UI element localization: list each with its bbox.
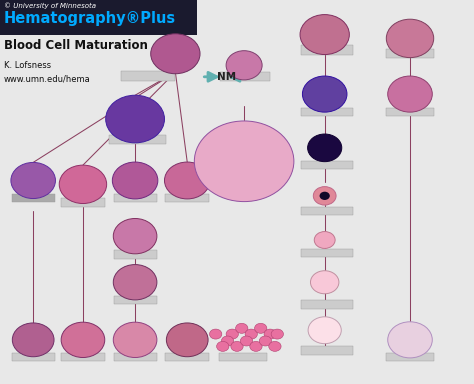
FancyBboxPatch shape (12, 194, 55, 202)
Circle shape (231, 341, 243, 351)
FancyBboxPatch shape (121, 71, 175, 81)
Text: NM: NM (217, 72, 236, 82)
Circle shape (112, 162, 158, 199)
Text: K. Lofsness: K. Lofsness (4, 61, 51, 70)
Circle shape (308, 317, 341, 344)
Circle shape (314, 232, 335, 248)
Circle shape (388, 76, 432, 112)
Text: © University of Minnesota: © University of Minnesota (4, 3, 96, 9)
Circle shape (113, 265, 157, 300)
Circle shape (386, 19, 434, 58)
FancyBboxPatch shape (301, 249, 353, 257)
FancyBboxPatch shape (386, 49, 434, 58)
Text: Hematography®Plus: Hematography®Plus (4, 11, 176, 26)
FancyBboxPatch shape (165, 194, 209, 202)
FancyBboxPatch shape (0, 0, 197, 35)
FancyBboxPatch shape (301, 45, 353, 55)
FancyBboxPatch shape (301, 108, 353, 116)
Circle shape (245, 329, 257, 339)
Circle shape (250, 341, 262, 351)
Circle shape (113, 322, 157, 358)
FancyBboxPatch shape (114, 353, 157, 361)
Circle shape (269, 341, 281, 351)
Circle shape (271, 329, 283, 339)
Circle shape (151, 34, 200, 74)
Circle shape (264, 329, 276, 339)
FancyBboxPatch shape (220, 72, 270, 81)
Circle shape (221, 336, 234, 346)
FancyBboxPatch shape (165, 353, 209, 361)
Circle shape (61, 322, 105, 358)
Circle shape (217, 341, 229, 351)
Circle shape (300, 15, 349, 55)
Text: Blood Cell Maturation: Blood Cell Maturation (4, 39, 148, 52)
Circle shape (255, 323, 267, 333)
FancyBboxPatch shape (301, 300, 353, 309)
Circle shape (166, 323, 208, 357)
FancyBboxPatch shape (301, 207, 353, 215)
Circle shape (319, 192, 330, 200)
Circle shape (226, 51, 262, 80)
Circle shape (12, 323, 54, 357)
FancyBboxPatch shape (219, 353, 267, 361)
FancyBboxPatch shape (301, 161, 353, 169)
Circle shape (194, 121, 294, 202)
FancyBboxPatch shape (61, 198, 105, 207)
Circle shape (310, 271, 339, 294)
Circle shape (302, 76, 347, 112)
Circle shape (113, 218, 157, 254)
Circle shape (226, 329, 238, 339)
Circle shape (164, 162, 210, 199)
FancyBboxPatch shape (386, 108, 434, 116)
Circle shape (210, 329, 222, 339)
FancyBboxPatch shape (109, 135, 166, 144)
FancyBboxPatch shape (12, 353, 55, 361)
FancyBboxPatch shape (301, 346, 353, 355)
FancyBboxPatch shape (386, 353, 434, 361)
Circle shape (240, 336, 253, 346)
FancyBboxPatch shape (114, 250, 157, 259)
FancyBboxPatch shape (61, 353, 105, 361)
Circle shape (106, 95, 164, 143)
Circle shape (59, 165, 107, 204)
Circle shape (388, 322, 432, 358)
Circle shape (11, 162, 55, 199)
FancyBboxPatch shape (114, 296, 157, 304)
Circle shape (236, 323, 248, 333)
Circle shape (313, 187, 336, 205)
Circle shape (259, 336, 272, 346)
Circle shape (308, 134, 342, 162)
FancyBboxPatch shape (114, 194, 157, 202)
Text: www.umn.edu/hema: www.umn.edu/hema (4, 74, 91, 83)
